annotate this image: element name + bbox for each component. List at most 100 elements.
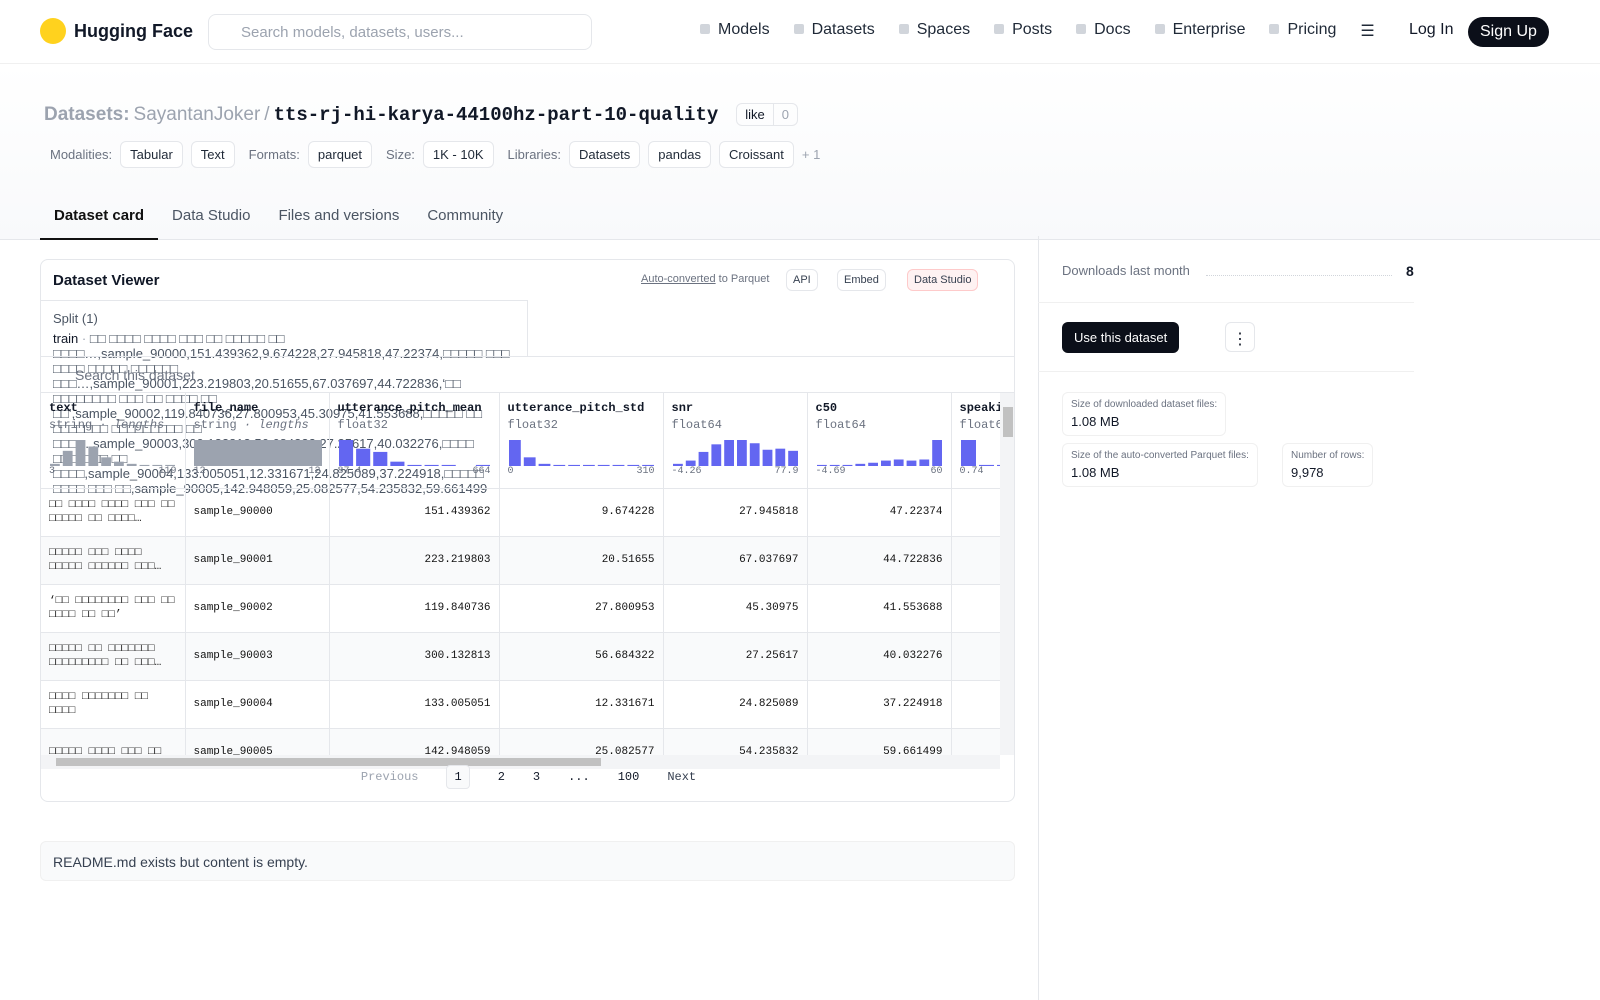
column-header[interactable]: utterance_pitch_mean float32 87.4 664 <box>329 393 500 489</box>
cell[interactable]: 12.331671 <box>499 680 664 729</box>
nav-link[interactable]: Spaces <box>899 21 970 41</box>
tag[interactable]: Datasets <box>568 141 641 168</box>
cell[interactable]: sample_90001 <box>185 536 330 585</box>
like[interactable]: like <box>745 107 765 122</box>
api-button[interactable]: API <box>786 269 818 291</box>
cell[interactable]: □□□□□ □□□ □□□□ □□□□□ □□□□□□ □□□… <box>41 536 186 585</box>
column-header[interactable]: snr float64 -4.26 77.9 <box>663 393 808 489</box>
row[interactable]: □□□□□ □□ □□□□□□□ □□□□□□□□□ □□ □□□… sample… <box>41 632 1000 681</box>
cell[interactable]: 300.132813 <box>329 632 500 681</box>
cell[interactable]: 67.037697 <box>663 536 808 585</box>
h-thumb[interactable] <box>56 758 601 766</box>
cell[interactable]: 56.684322 <box>499 632 664 681</box>
viewer-search[interactable]: Search this dataset <box>41 356 1014 393</box>
column-header[interactable]: utterance_pitch_std float32 0 310 <box>499 393 664 489</box>
nav-link[interactable]: Datasets <box>794 21 875 41</box>
owner[interactable]: SayantanJoker <box>133 103 261 125</box>
row[interactable]: □□□□□ □□□□ □□□ □□ sample_90005 142.948059 2… <box>41 728 1000 755</box>
column-header[interactable]: c50 float64 -4.69 60 <box>807 393 952 489</box>
row[interactable]: □□□□□ □□□ □□□□ □□□□□ □□□□□□ □□□… sample_9… <box>41 536 1000 585</box>
cell[interactable]: 9.674228 <box>499 488 664 537</box>
nav-link[interactable]: Models <box>700 21 770 41</box>
nav-link[interactable]: Posts <box>994 21 1052 41</box>
page-link[interactable]: Next <box>667 770 697 784</box>
tag[interactable]: Croissant <box>718 141 794 168</box>
cell[interactable]: 25.082577 <box>499 728 664 755</box>
tab[interactable]: Data Studio <box>172 207 251 224</box>
cell[interactable]: 45.30975 <box>663 584 808 633</box>
cell[interactable]: 40.032276 <box>807 632 952 681</box>
embed-button[interactable]: Embed <box>837 269 886 291</box>
page-link[interactable]: 1 <box>446 765 470 789</box>
menu-icon[interactable]: ☰ <box>1360 23 1375 40</box>
v-thumb[interactable] <box>1003 407 1013 437</box>
cell[interactable]: 37.224918 <box>807 680 952 729</box>
v-scrollbar[interactable] <box>1000 393 1014 755</box>
cell[interactable]: 27.800953 <box>499 584 664 633</box>
cell[interactable]: □□□□□ □□□□ □□□ □□ <box>41 728 186 755</box>
tab[interactable]: Files and versions <box>278 207 400 224</box>
column-header[interactable]: text string · lengths 3 119 <box>41 393 186 489</box>
cell[interactable]: sample_90000 <box>185 488 330 537</box>
page-link[interactable]: Previous <box>360 770 419 784</box>
cell <box>951 680 1000 729</box>
cell[interactable]: 54.235832 <box>663 728 808 755</box>
row[interactable]: □□□□ □□□□□□□ □□ □□□□ sample_90004 133.0050… <box>41 680 1000 729</box>
cell[interactable]: 47.22374 <box>807 488 952 537</box>
cell[interactable]: 24.825089 <box>663 680 808 729</box>
cell[interactable]: sample_90004 <box>185 680 330 729</box>
signup[interactable]: Sign Up <box>1468 17 1549 47</box>
cell[interactable]: 223.219803 <box>329 536 500 585</box>
cell[interactable]: 59.661499 <box>807 728 952 755</box>
dataset-name[interactable]: tts-rj-hi-karya-44100hz-part-10-quality <box>273 103 719 126</box>
cell[interactable]: 142.948059 <box>329 728 500 755</box>
cell[interactable]: sample_90003 <box>185 632 330 681</box>
cell[interactable]: 151.439362 <box>329 488 500 537</box>
tag[interactable]: 1K - 10K <box>422 141 494 168</box>
studio-button[interactable]: Data Studio <box>907 269 979 291</box>
hist-bar <box>114 461 124 466</box>
like-button[interactable]: like 0 <box>736 103 799 126</box>
tag[interactable]: pandas <box>648 141 711 168</box>
page-link[interactable]: 100 <box>617 770 640 784</box>
use-dataset[interactable]: Use this dataset <box>1062 322 1180 353</box>
page-link[interactable]: ... <box>568 770 590 784</box>
cell[interactable]: ‘□□ □□□□□□□□ □□□ □□ □□□□ □□ □□’ <box>41 584 186 633</box>
cell[interactable]: sample_90002 <box>185 584 330 633</box>
crumb[interactable]: Datasets: <box>44 103 130 125</box>
cell[interactable]: 133.005051 <box>329 680 500 729</box>
tab[interactable]: Dataset card <box>40 196 159 240</box>
page-link[interactable]: 3 <box>532 770 541 784</box>
cell[interactable]: 44.722836 <box>807 536 952 585</box>
cell[interactable]: 41.553688 <box>807 584 952 633</box>
split-select[interactable]: Split (1) train · □□ □□□□ □□□□ □□□ □□ □□… <box>41 300 528 496</box>
tag[interactable]: Text <box>190 141 235 168</box>
cell[interactable]: 27.945818 <box>663 488 808 537</box>
row[interactable]: □□ □□□□ □□□□ □□□ □□ □□□□□ □□ □□□□… sample… <box>41 488 1000 537</box>
nav-link[interactable]: Pricing <box>1269 21 1336 41</box>
cell[interactable]: 20.51655 <box>499 536 664 585</box>
nav-link[interactable]: Enterprise <box>1155 21 1246 41</box>
nav-link[interactable]: Docs <box>1076 21 1130 41</box>
cell[interactable]: 27.25617 <box>663 632 808 681</box>
page-link[interactable]: 2 <box>497 770 505 784</box>
cell[interactable]: sample_90005 <box>185 728 330 755</box>
cell[interactable]: □□ □□□□ □□□□ □□□ □□ □□□□□ □□ □□□□… <box>41 488 186 537</box>
tag[interactable]: Tabular <box>120 141 183 168</box>
cell[interactable]: □□□□□ □□ □□□□□□□ □□□□□□□□□ □□ □□□… <box>41 632 186 681</box>
cell[interactable]: 119.840736 <box>329 584 500 633</box>
more-menu[interactable]: ⋮ <box>1225 322 1255 352</box>
cell[interactable]: □□□□ □□□□□□□ □□ □□□□ <box>41 680 186 729</box>
h-scrollbar[interactable] <box>41 755 1000 769</box>
column-header[interactable]: speaki float6 0.74 <box>951 393 1000 489</box>
tab[interactable]: Community <box>427 207 504 224</box>
more-tags[interactable]: + 1 <box>801 147 821 162</box>
row[interactable]: ‘□□ □□□□□□□□ □□□ □□ □□□□ □□ □□’ sample_90… <box>41 584 1000 633</box>
search-box[interactable]: Search models, datasets, users... <box>208 14 592 50</box>
logo[interactable]: Hugging Face <box>40 18 193 44</box>
column-header[interactable]: file_name string · lengths 12 12 <box>185 393 330 489</box>
tag[interactable]: parquet <box>307 141 373 168</box>
login[interactable]: Log In <box>1409 21 1454 38</box>
auto-link[interactable]: Auto-converted <box>641 273 716 285</box>
logo-text[interactable]: Hugging Face <box>74 20 194 41</box>
